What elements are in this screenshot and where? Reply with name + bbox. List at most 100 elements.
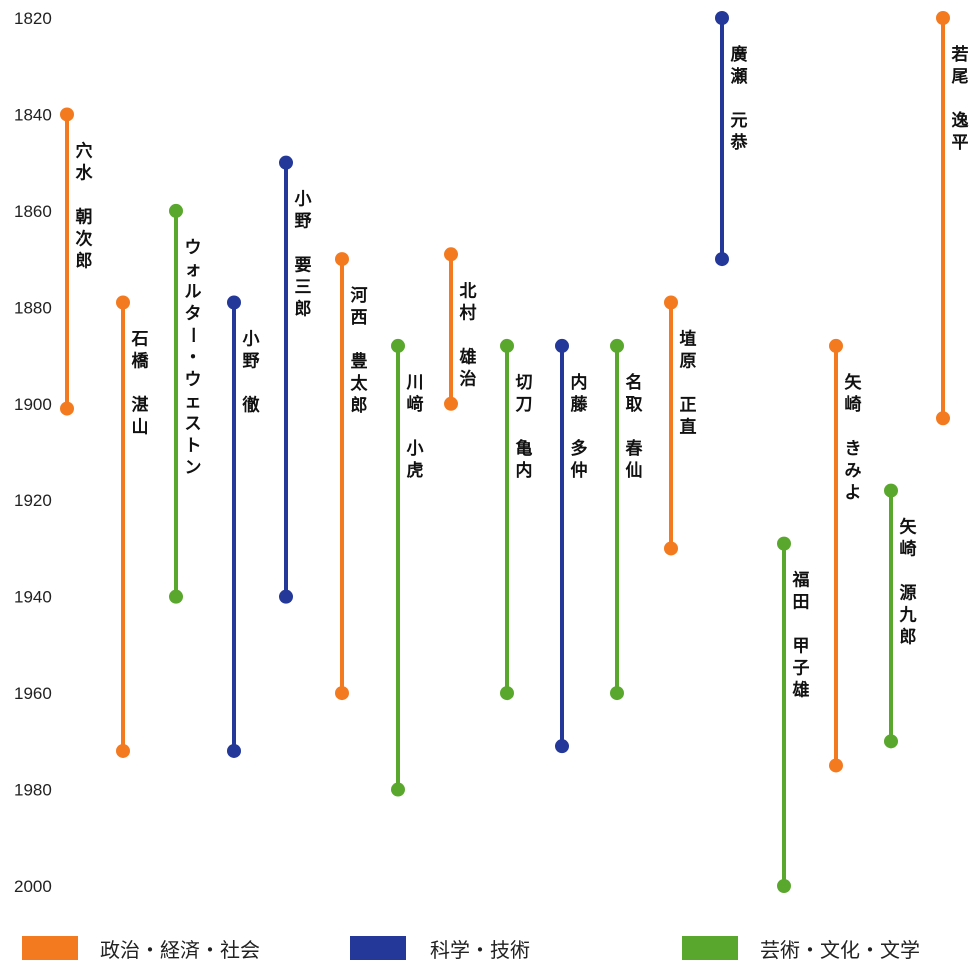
person-name-char: 野 [243,352,260,372]
lifeline-end-dot [610,686,624,701]
lifeline-end-dot [884,734,898,749]
person-name-char: 元 [731,111,748,131]
person-name-char: 要 [295,256,312,276]
person-name-char: 恭 [730,132,749,153]
person-name-char: き [845,439,862,459]
person-name-char: ス [185,414,202,434]
person-name-char: 埴 [680,329,697,350]
person-name-char: 次 [76,228,93,249]
lifeline-start-dot [335,252,349,267]
person-name-char: 雄 [792,680,810,701]
person-name-char: 雄 [459,346,477,367]
person-name-char: 河 [351,286,368,306]
legend-swatch-science [350,936,406,960]
person-name-char: 野 [295,212,312,232]
lifeline-start-dot [116,295,130,310]
person-name-char: 矢 [900,517,918,538]
person-name-char: ウ [185,370,202,390]
person-name-char: 矢 [845,372,863,393]
y-tick-label: 2000 [14,877,52,896]
person-name-char: 郎 [900,627,917,648]
person-name-char: 太 [351,373,369,394]
lifeline-start-dot [391,338,405,353]
person-name-char: 廣 [731,44,748,65]
person-name-char: 原 [680,352,697,372]
lifeline-start-dot [664,295,678,310]
person-name-char: 朝 [76,206,93,227]
person-name-char: 仲 [571,460,588,481]
person-name-char: よ [845,483,862,503]
lifeline-end-dot [500,686,514,701]
lifeline-end-dot [335,686,349,701]
y-tick-label: 1840 [14,105,52,124]
person-name-char: 北 [460,281,477,301]
person-name-char: 刀 [516,395,533,415]
person-name-char: 内 [571,372,588,393]
lifeline-end-dot [60,401,74,416]
legend-swatch-politics [22,936,78,960]
person-name-char: ト [185,436,202,456]
person-name-char: 九 [899,606,917,626]
lifeline-start-dot [555,338,569,353]
lifeline-start-dot [884,483,898,498]
lifeline-end-dot [555,739,569,754]
person-name-char: 川 [406,373,424,393]
person-name-char: 春 [626,438,643,459]
person-name-char: 石 [131,330,149,350]
y-tick-label: 1900 [14,395,52,414]
lifeline-start-dot [777,536,791,551]
person-name-char: 取 [626,395,643,415]
lifeline-end-dot [279,589,293,604]
y-tick-label: 1980 [14,781,52,800]
person-name-char: 郎 [351,395,368,416]
person-name-char: 村 [460,302,477,323]
lifeline-arts: 川﨑 小虎 [391,338,424,797]
person-name-char: 三 [295,278,312,298]
person-name-char: 治 [460,368,477,389]
lifeline-start-dot [829,338,843,353]
lifeline-start-dot [936,11,950,25]
person-name-char: 小 [243,330,260,350]
person-name-char: 山 [132,418,149,438]
person-name-char: ォ [185,260,202,280]
legend: 政治・経済・社会 科学・技術 芸術・文化・文学 [0,934,977,962]
lifeline-end-dot [391,782,405,797]
person-name-char: 小 [295,190,312,210]
person-name-char: 名 [626,372,643,393]
legend-label-politics: 政治・経済・社会 [100,938,260,962]
person-name-char: 正 [680,396,697,416]
person-name-char: 仙 [626,460,643,481]
person-name-char: 平 [952,133,969,153]
lifeline-start-dot [227,295,241,310]
person-name-char: ル [185,282,202,302]
y-tick-label: 1860 [14,202,52,221]
y-tick-label: 1880 [14,298,52,317]
person-name-char: 小 [407,439,424,459]
person-name-char: 福 [792,570,810,591]
lifeline-start-dot [715,11,729,25]
lifeline-start-dot [444,247,458,262]
person-name-char: 崎 [900,539,917,560]
person-name-char: ン [185,458,202,478]
person-name-char: タ [185,304,202,324]
person-name-char: 﨑 [407,394,424,415]
y-tick-label: 1960 [14,684,52,703]
lifeline-start-dot [279,155,293,170]
lifeline-end-dot [227,743,241,758]
person-name-char: 尾 [952,67,969,87]
person-name-char: 子 [793,659,810,679]
person-name-char: 郎 [295,299,312,320]
person-name-char: 湛 [132,395,149,416]
lifeline-science: 小野徹 [227,295,261,758]
y-tick-label: 1820 [14,9,52,28]
person-name-char: 豊 [351,351,368,372]
person-name-char: ー [182,326,202,343]
